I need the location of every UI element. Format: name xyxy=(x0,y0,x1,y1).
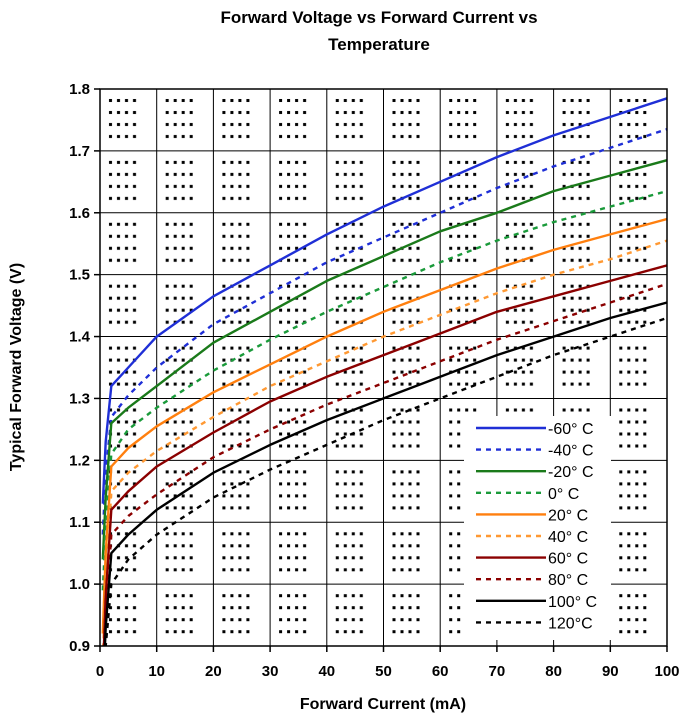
series-lines xyxy=(101,97,667,646)
y-tick-label: 1.2 xyxy=(69,452,90,469)
legend-label: 60° C xyxy=(548,551,588,568)
x-tick-label: 20 xyxy=(205,663,222,680)
x-tick-label: 100 xyxy=(654,663,679,680)
x-tick-label: 10 xyxy=(148,663,165,680)
y-tick-label: 1.0 xyxy=(69,576,90,593)
y-tick-label: 1.3 xyxy=(69,390,90,407)
x-tick-label: 30 xyxy=(262,663,279,680)
series-line-5 xyxy=(102,239,667,646)
series-line-7 xyxy=(103,282,667,646)
series-line-0 xyxy=(101,97,667,504)
series-line-6 xyxy=(102,264,667,646)
tick-marks xyxy=(94,88,668,652)
chart-title-line-2: Temperature xyxy=(328,35,430,54)
legend-label: -60° C xyxy=(548,421,594,438)
legend: -60° C -40° C -20° C 0° C 20° C 40° C 60° C 80°… xyxy=(464,416,611,640)
series-line-1 xyxy=(101,128,667,535)
series-line-2 xyxy=(101,159,667,560)
legend-label: 80° C xyxy=(548,572,588,589)
x-axis-label: Forward Current (mA) xyxy=(300,696,466,713)
legend-label: 120°C xyxy=(548,615,593,632)
x-tick-label: 80 xyxy=(545,663,562,680)
x-tick-label: 0 xyxy=(96,663,104,680)
y-tick-label: 1.6 xyxy=(69,205,90,222)
legend-label: -20° C xyxy=(548,464,594,481)
series-line-9 xyxy=(104,316,667,646)
legend-box xyxy=(464,416,611,640)
x-tick-label: 90 xyxy=(602,663,619,680)
legend-label: 40° C xyxy=(548,529,588,546)
x-tick-label: 60 xyxy=(432,663,449,680)
y-tick-label: 1.5 xyxy=(69,267,90,284)
y-tick-label: 0.9 xyxy=(69,638,90,655)
y-tick-label: 1.7 xyxy=(69,143,90,160)
legend-label: 20° C xyxy=(548,507,588,524)
y-tick-label: 1.4 xyxy=(69,329,91,346)
series-line-8 xyxy=(103,301,667,646)
x-tick-label: 50 xyxy=(375,663,392,680)
y-axis-label: Typical Forward Voltage (V) xyxy=(8,263,25,471)
series-line-4 xyxy=(101,217,667,634)
legend-label: 100° C xyxy=(548,594,597,611)
y-tick-labels: 0.9 1.0 1.1 1.2 1.3 1.4 1.5 1.6 1.7 1.8 xyxy=(69,81,91,655)
x-tick-labels: 0 10 20 30 40 50 60 70 80 90 100 xyxy=(96,663,680,680)
chart-title-line-1: Forward Voltage vs Forward Current vs xyxy=(220,8,537,27)
legend-label: -40° C xyxy=(548,443,594,460)
y-tick-label: 1.8 xyxy=(69,81,90,98)
legend-label: 0° C xyxy=(548,486,579,503)
y-tick-label: 1.1 xyxy=(69,514,90,531)
x-tick-label: 40 xyxy=(318,663,335,680)
series-line-3 xyxy=(101,189,667,591)
x-tick-label: 70 xyxy=(489,663,506,680)
